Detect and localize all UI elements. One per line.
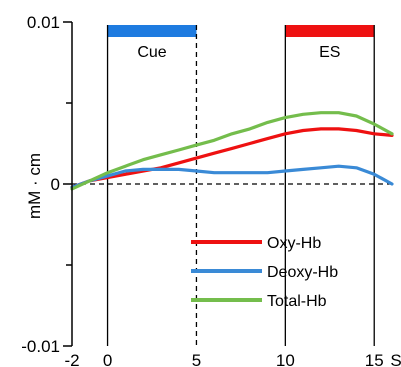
series-line-deoxy-hb <box>70 164 394 189</box>
x-tick-label: 10 <box>276 351 295 367</box>
x-tick-label: 0 <box>103 351 112 367</box>
legend-label-total-hb: Total-Hb <box>267 293 327 310</box>
period-bar-es <box>285 25 375 37</box>
period-label-es: ES <box>319 44 340 61</box>
x-tick-label: -2 <box>64 351 79 367</box>
series-line-total-hb <box>70 111 394 191</box>
series-lines <box>70 111 394 191</box>
period-label-cue: Cue <box>137 44 166 61</box>
y-tick-label: 0 <box>51 175 60 194</box>
y-tick-label: 0.01 <box>27 13 60 32</box>
x-axis-label: S <box>390 351 401 367</box>
legend-label-oxy-hb: Oxy-Hb <box>267 235 321 252</box>
y-axis-label: mM · cm <box>25 153 44 219</box>
period-bar-cue <box>107 25 197 37</box>
legend: Oxy-Hb Deoxy-Hb Total-Hb <box>191 235 338 310</box>
axes: -0.01 0 0.01 -2 0 5 10 15 S <box>21 13 401 367</box>
x-tick-label: 15 <box>365 351 384 367</box>
y-tick-label: -0.01 <box>21 337 60 356</box>
legend-label-deoxy-hb: Deoxy-Hb <box>267 264 338 281</box>
series-line-oxy-hb <box>70 127 394 189</box>
x-tick-label: 5 <box>192 351 201 367</box>
stimulus-periods: Cue ES <box>106 25 375 346</box>
